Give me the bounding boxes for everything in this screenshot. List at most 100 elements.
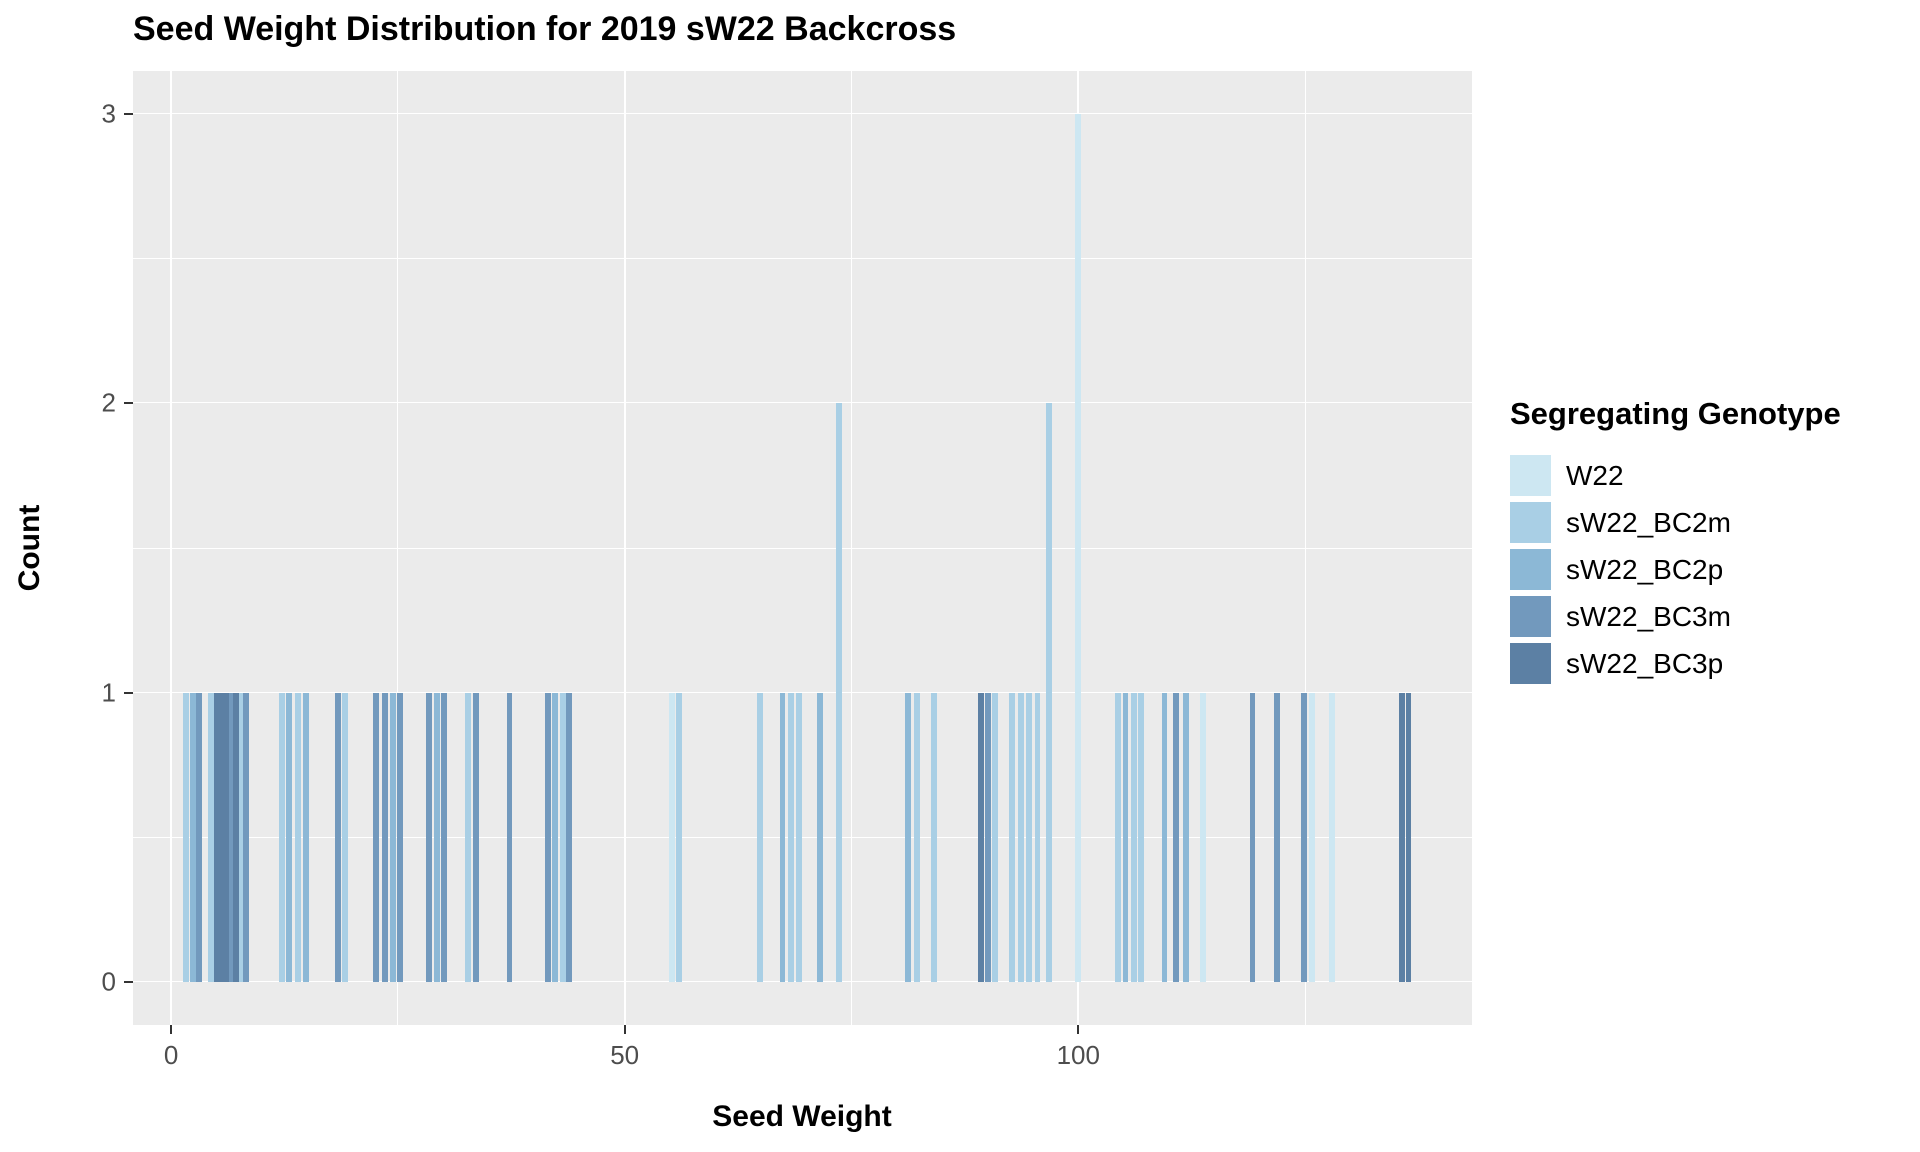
gridline-minor-horizontal (133, 836, 1472, 838)
histogram-bar (373, 692, 380, 982)
histogram-bar (1026, 692, 1033, 982)
histogram-bar (182, 692, 189, 982)
histogram-bar (676, 692, 683, 982)
histogram-bar (779, 692, 786, 982)
histogram-bar (1046, 403, 1053, 982)
histogram-bar (506, 692, 513, 982)
histogram-bar (1122, 692, 1129, 982)
legend-swatch-icon (1510, 549, 1551, 590)
histogram-bar (668, 692, 675, 982)
histogram-bar (1137, 692, 1144, 982)
gridline-major-horizontal (133, 113, 1472, 115)
legend-item: W22 (1510, 452, 1910, 499)
legend-item: sW22_BC3p (1510, 640, 1910, 687)
legend-items: W22 sW22_BC2m sW22_BC2p sW22_BC3m sW22_BC3p (1510, 452, 1910, 687)
legend-swatch-icon (1510, 596, 1551, 637)
histogram-bar (1405, 692, 1412, 982)
histogram-bar (233, 692, 240, 982)
legend-label: sW22_BC2m (1566, 506, 1731, 538)
gridline-minor-horizontal (133, 258, 1472, 260)
histogram-bar (991, 692, 998, 982)
histogram-bar (342, 692, 349, 982)
histogram-bar (544, 692, 551, 982)
gridline-major-horizontal (133, 980, 1472, 982)
chart-title: Seed Weight Distribution for 2019 sW22 B… (133, 10, 957, 48)
histogram-bar (196, 692, 203, 982)
histogram-bar (1173, 692, 1180, 982)
histogram-bar (303, 692, 310, 982)
y-axis-tick-label: 0 (101, 966, 116, 997)
histogram-bar (756, 692, 763, 982)
histogram-bar (1161, 692, 1168, 982)
histogram-bar (1249, 692, 1256, 982)
histogram-bar (835, 403, 842, 982)
y-axis-title: Count (13, 504, 46, 592)
x-axis-tick-mark (1077, 1025, 1080, 1034)
legend-swatch-icon (1510, 502, 1551, 543)
histogram-bar (189, 692, 196, 982)
legend-item: sW22_BC2m (1510, 499, 1910, 546)
histogram-bar (464, 692, 471, 982)
histogram-bar (1018, 692, 1025, 982)
x-axis-tick-mark (170, 1025, 173, 1034)
histogram-bar (1130, 692, 1137, 982)
gridline-major-vertical (170, 71, 173, 1025)
histogram-bar (1329, 692, 1336, 982)
legend-label: sW22_BC3m (1566, 600, 1731, 632)
histogram-bar (1034, 692, 1041, 982)
histogram-bar (382, 692, 389, 982)
x-axis-tick-label: 0 (163, 1040, 179, 1070)
gridline-major-horizontal (133, 691, 1472, 693)
histogram-bar (390, 692, 397, 982)
histogram-bar (978, 692, 985, 982)
legend: Segregating Genotype W22 sW22_BC2m sW22_BC… (1510, 396, 1910, 687)
histogram-bar (433, 692, 440, 982)
gridline-minor-horizontal (133, 547, 1472, 549)
histogram-bar (984, 692, 991, 982)
histogram-bar (243, 692, 250, 982)
histogram-bar (278, 692, 285, 982)
histogram-bar (816, 692, 823, 982)
legend-swatch-icon (1510, 455, 1551, 496)
plot-panel (133, 71, 1472, 1025)
histogram-bar (1199, 692, 1206, 982)
legend-label: sW22_BC3p (1566, 647, 1724, 679)
y-axis-tick-mark (124, 691, 133, 694)
legend-label: W22 (1566, 459, 1624, 491)
x-axis-tick-mark (623, 1025, 626, 1034)
histogram-bar (1274, 692, 1280, 982)
legend-label: sW22_BC2p (1566, 553, 1724, 585)
x-axis-tick-label: 100 (1056, 1040, 1100, 1070)
histogram-bar (560, 692, 566, 982)
histogram-bar (1075, 114, 1082, 982)
histogram-bar (214, 692, 221, 982)
histogram-bar (931, 692, 937, 982)
histogram-bar (286, 692, 292, 982)
histogram-bar (1009, 692, 1015, 982)
histogram-bar (441, 692, 448, 982)
histogram-bar (218, 692, 225, 982)
y-axis-tick-mark (124, 980, 133, 983)
histogram-bar (396, 692, 403, 982)
y-axis-tick-mark (124, 402, 133, 405)
histogram-bar (425, 692, 432, 982)
legend-item: sW22_BC3m (1510, 593, 1910, 640)
histogram-bar (208, 692, 214, 982)
histogram-bar (1183, 692, 1190, 982)
histogram-bar (551, 692, 558, 982)
x-axis-title: Seed Weight (712, 1100, 892, 1133)
histogram-bar (1399, 692, 1406, 982)
legend-item: sW22_BC2p (1510, 546, 1910, 593)
y-axis-tick-label: 2 (101, 387, 116, 418)
histogram-bar (223, 692, 230, 982)
histogram-bar (904, 692, 911, 982)
histogram-bar (795, 692, 802, 982)
histogram-bar (1309, 692, 1316, 982)
histogram-bar (1115, 692, 1122, 982)
gridline-major-horizontal (133, 402, 1472, 404)
y-axis-tick-mark (124, 113, 133, 116)
histogram-bar (787, 692, 794, 982)
gridline-major-vertical (623, 71, 626, 1025)
histogram-bar (1301, 692, 1308, 982)
